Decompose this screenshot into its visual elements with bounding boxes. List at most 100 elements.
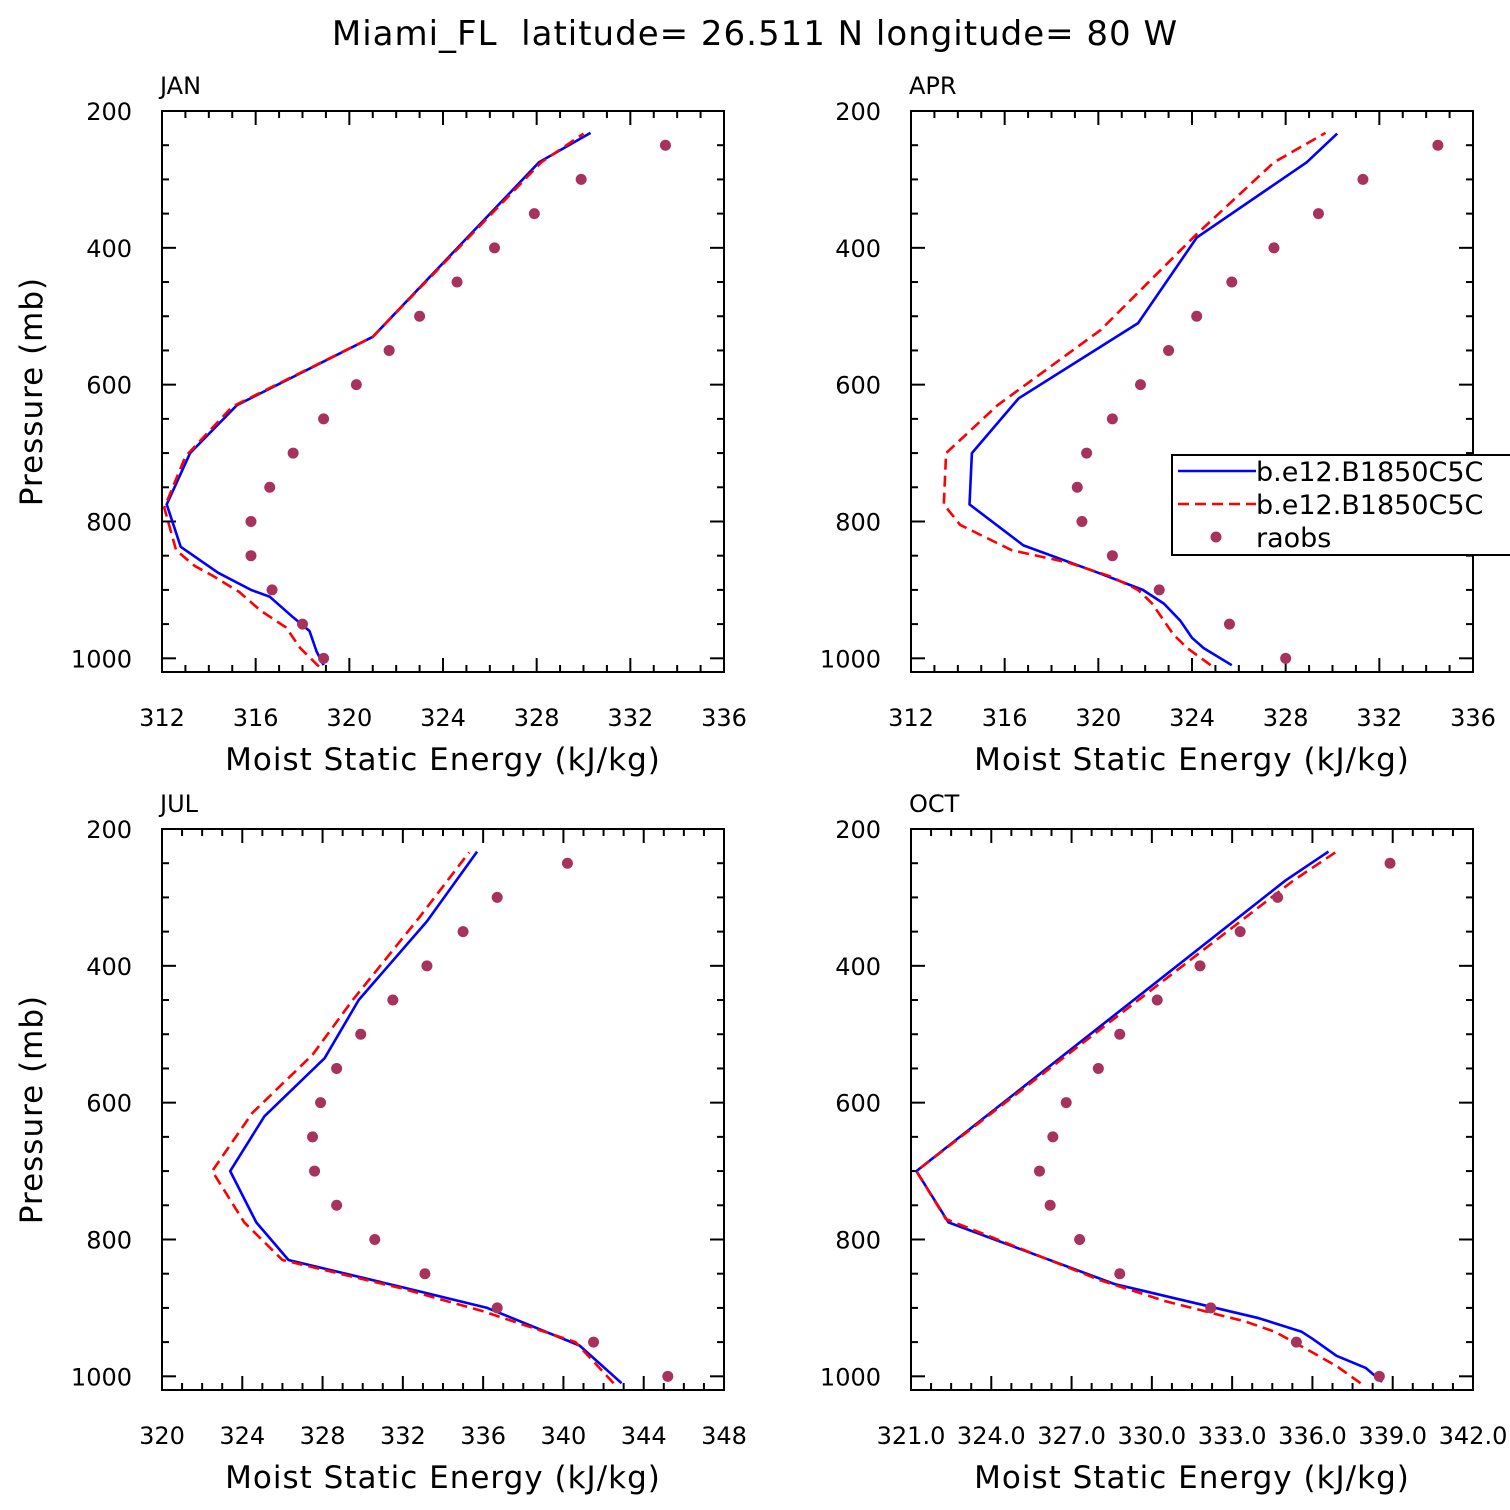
raobs-point bbox=[451, 276, 463, 288]
x-tick-label: 333.0 bbox=[1198, 1422, 1267, 1450]
x-tick-label: 320 bbox=[139, 1422, 185, 1450]
raobs-point bbox=[307, 1131, 319, 1143]
raobs-point bbox=[421, 960, 433, 972]
series-line-dashed bbox=[915, 850, 1362, 1385]
raobs-point bbox=[1151, 994, 1163, 1006]
x-tick-label: 348 bbox=[701, 1422, 747, 1450]
y-tick-label: 200 bbox=[835, 816, 881, 844]
plot-data bbox=[942, 131, 1444, 667]
x-tick-label: 332 bbox=[380, 1422, 426, 1450]
y-tick-label: 400 bbox=[86, 953, 132, 981]
raobs-point bbox=[315, 1097, 327, 1109]
y-tick-label: 1000 bbox=[820, 645, 881, 673]
y-tick-label: 600 bbox=[835, 1090, 881, 1118]
raobs-point bbox=[1280, 652, 1292, 664]
raobs-point bbox=[489, 242, 501, 254]
raobs-point bbox=[1373, 1370, 1385, 1382]
raobs-point bbox=[1226, 276, 1238, 288]
raobs-point bbox=[419, 1268, 431, 1280]
x-tick-label: 342.0 bbox=[1439, 1422, 1508, 1450]
raobs-point bbox=[575, 173, 587, 185]
raobs-point bbox=[414, 310, 426, 322]
raobs-point bbox=[318, 652, 330, 664]
raobs-point bbox=[1071, 481, 1083, 493]
raobs-point bbox=[1033, 1165, 1045, 1177]
raobs-point bbox=[1074, 1233, 1086, 1245]
series-line-solid bbox=[968, 132, 1339, 667]
x-tick-label: 344 bbox=[621, 1422, 667, 1450]
raobs-point bbox=[1290, 1336, 1302, 1348]
legend-label: raobs bbox=[1256, 523, 1331, 554]
x-tick-label: 340 bbox=[541, 1422, 587, 1450]
panel-title: JUL bbox=[158, 790, 199, 818]
y-tick-label: 1000 bbox=[820, 1363, 881, 1391]
y-tick-label: 400 bbox=[86, 235, 132, 263]
x-tick-label: 321.0 bbox=[877, 1422, 946, 1450]
x-tick-label: 336.0 bbox=[1278, 1422, 1347, 1450]
y-tick-label: 600 bbox=[835, 372, 881, 400]
raobs-point bbox=[1268, 242, 1280, 254]
legend-label: b.e12.B1850C5C bbox=[1256, 457, 1483, 488]
raobs-point bbox=[457, 926, 469, 938]
x-axis-label: Moist Static Energy (kJ/kg) bbox=[225, 742, 661, 778]
raobs-point bbox=[1223, 618, 1235, 630]
raobs-point bbox=[383, 344, 395, 356]
x-tick-label: 312 bbox=[888, 704, 934, 732]
raobs-point bbox=[528, 208, 540, 220]
x-tick-label: 339.0 bbox=[1358, 1422, 1427, 1450]
raobs-point bbox=[1044, 1199, 1056, 1211]
y-tick-label: 400 bbox=[835, 953, 881, 981]
panel-title: APR bbox=[909, 72, 957, 100]
y-tick-label: 600 bbox=[86, 372, 132, 400]
y-tick-label: 800 bbox=[86, 508, 132, 536]
raobs-point bbox=[1106, 550, 1118, 562]
x-tick-label: 324 bbox=[1169, 704, 1215, 732]
raobs-point bbox=[491, 891, 503, 903]
raobs-point bbox=[491, 1302, 503, 1314]
y-tick-label: 200 bbox=[86, 816, 132, 844]
y-tick-label: 1000 bbox=[71, 1363, 132, 1391]
raobs-point bbox=[245, 550, 257, 562]
x-tick-label: 332 bbox=[1356, 704, 1402, 732]
x-tick-label: 324 bbox=[219, 1422, 265, 1450]
panel-title: OCT bbox=[909, 790, 960, 818]
y-tick-label: 600 bbox=[86, 1090, 132, 1118]
x-tick-label: 328 bbox=[1263, 704, 1309, 732]
raobs-point bbox=[1357, 173, 1369, 185]
series-line-dashed bbox=[163, 132, 585, 668]
raobs-point bbox=[662, 1370, 674, 1382]
x-tick-label: 328 bbox=[514, 704, 560, 732]
raobs-point bbox=[355, 1028, 367, 1040]
panel-apr: APR 312 316 320 324 328 332 336 200 400 600 800 1000… bbox=[820, 72, 1496, 778]
panel-jan: JAN 312 316 320 324 328 332 336 200 400 600 800 1000… bbox=[14, 72, 747, 778]
panel-oct: OCT 321.0 324.0 327.0 330.0 333.0 336.0 339.0 34… bbox=[820, 790, 1507, 1496]
raobs-point bbox=[1312, 208, 1324, 220]
raobs-point bbox=[1106, 413, 1118, 425]
legend-label: b.e12.B1850C5C bbox=[1256, 490, 1483, 521]
raobs-point bbox=[1114, 1028, 1126, 1040]
y-tick-label: 200 bbox=[86, 98, 132, 126]
raobs-point bbox=[369, 1233, 381, 1245]
raobs-point bbox=[1081, 447, 1093, 459]
x-tick-label: 324 bbox=[420, 704, 466, 732]
x-tick-label: 320 bbox=[326, 704, 372, 732]
raobs-point bbox=[1092, 1062, 1104, 1074]
x-tick-label: 332 bbox=[607, 704, 653, 732]
raobs-point bbox=[264, 481, 276, 493]
raobs-point bbox=[1205, 1302, 1217, 1314]
raobs-point bbox=[1163, 344, 1175, 356]
y-axis-label: Pressure (mb) bbox=[14, 995, 50, 1224]
y-tick-label: 800 bbox=[86, 1226, 132, 1254]
x-tick-label: 327.0 bbox=[1037, 1422, 1106, 1450]
y-tick-label: 800 bbox=[835, 508, 881, 536]
raobs-point bbox=[1060, 1097, 1072, 1109]
raobs-point bbox=[1234, 926, 1246, 938]
plot-data bbox=[163, 131, 671, 668]
y-tick-label: 400 bbox=[835, 235, 881, 263]
x-tick-label: 336 bbox=[1450, 704, 1496, 732]
legend-marker-dot bbox=[1210, 531, 1222, 543]
x-tick-label: 324.0 bbox=[957, 1422, 1026, 1450]
series-line-dashed bbox=[210, 851, 615, 1385]
